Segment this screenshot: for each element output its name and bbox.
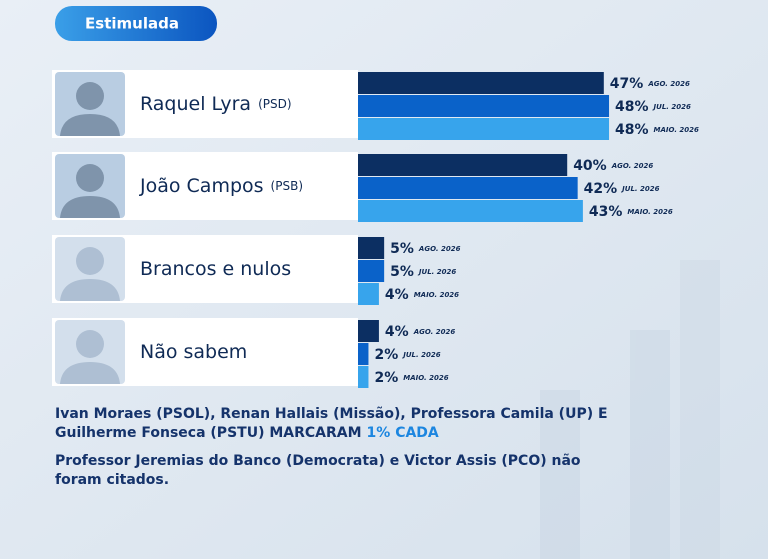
value-label: 47%: [610, 76, 644, 92]
value-label-group: 48% JUL. 2026: [615, 99, 691, 115]
bar: [358, 366, 369, 388]
photo-body: [60, 114, 120, 136]
note-line: Professor Jeremias do Banco (Democrata) …: [55, 453, 581, 469]
bar: [358, 320, 379, 342]
bar: [358, 118, 610, 140]
badge-label: Estimulada: [85, 15, 179, 33]
value-label-group: 2% JUL. 2026: [374, 347, 440, 363]
value-label: 5%: [390, 264, 414, 280]
value-label-group: 5% JUL. 2026: [390, 264, 456, 280]
note-line: Guilherme Fonseca (PSTU) MARCARAM 1% CADA: [55, 425, 439, 441]
candidate-name: Raquel Lyra (PSD): [140, 93, 292, 115]
value-label: 48%: [615, 99, 649, 115]
value-label-group: 40% AGO. 2026: [573, 158, 653, 174]
value-label-group: 43% MAIO. 2026: [589, 204, 673, 220]
candidate-label: Raquel Lyra: [140, 93, 251, 115]
series-label: JUL. 2026: [401, 351, 440, 359]
value-label-group: 2% MAIO. 2026: [374, 370, 448, 386]
value-label-group: 47% AGO. 2026: [610, 76, 690, 92]
note-line: Ivan Moraes (PSOL), Renan Hallais (Missã…: [55, 406, 608, 422]
bar: [358, 177, 578, 199]
party-label: (PSB): [271, 179, 303, 193]
value-label: 43%: [589, 204, 623, 220]
note-text: Ivan Moraes (PSOL), Renan Hallais (Missã…: [55, 406, 608, 422]
value-label: 40%: [573, 158, 607, 174]
value-label: 42%: [584, 181, 618, 197]
series-label: MAIO. 2026: [414, 291, 459, 299]
badge: [55, 6, 217, 41]
bar: [358, 283, 379, 305]
series-label: JUL. 2026: [417, 268, 456, 276]
series-label: MAIO. 2026: [654, 126, 699, 134]
value-label: 2%: [374, 347, 398, 363]
note-text: Guilherme Fonseca (PSTU) MARCARAM: [55, 425, 362, 441]
photo-head: [76, 330, 104, 358]
bar: [358, 237, 385, 259]
note-highlight: 1% CADA: [367, 425, 439, 441]
photo-head: [76, 164, 104, 192]
series-label: JUL. 2026: [620, 185, 659, 193]
photo-body: [60, 362, 120, 384]
photo-body: [60, 196, 120, 218]
value-label: 4%: [385, 324, 409, 340]
value-label-group: 42% JUL. 2026: [584, 181, 660, 197]
value-label: 48%: [615, 122, 649, 138]
candidate-label: João Campos: [139, 175, 264, 197]
photo-body: [60, 279, 120, 301]
bar: [358, 154, 568, 176]
series-label: AGO. 2026: [647, 80, 690, 88]
candidate-name: João Campos (PSB): [139, 175, 303, 197]
value-label-group: 4% MAIO. 2026: [385, 287, 459, 303]
note-line: foram citados.: [55, 472, 169, 488]
value-label: 4%: [385, 287, 409, 303]
bar: [358, 72, 604, 94]
value-label: 5%: [390, 241, 414, 257]
series-label: MAIO. 2026: [403, 374, 448, 382]
note-text: foram citados.: [55, 472, 169, 488]
candidate-name: Brancos e nulos: [140, 258, 291, 280]
bar: [358, 200, 583, 222]
decor: [540, 260, 720, 559]
value-label-group: 4% AGO. 2026: [385, 324, 455, 340]
photo-head: [76, 247, 104, 275]
value-label-group: 5% AGO. 2026: [390, 241, 460, 257]
party-label: (PSD): [258, 97, 291, 111]
candidate-label: Não sabem: [140, 341, 247, 363]
series-label: AGO. 2026: [418, 245, 461, 253]
value-label-group: 48% MAIO. 2026: [615, 122, 699, 138]
candidate-label: Brancos e nulos: [140, 258, 291, 280]
series-label: AGO. 2026: [611, 162, 654, 170]
bar: [358, 260, 385, 282]
bar: [358, 95, 610, 117]
series-label: JUL. 2026: [652, 103, 691, 111]
candidate-name: Não sabem: [140, 341, 247, 363]
photo-head: [76, 82, 104, 110]
note-text: Professor Jeremias do Banco (Democrata) …: [55, 453, 581, 469]
series-label: AGO. 2026: [413, 328, 456, 336]
value-label: 2%: [374, 370, 398, 386]
series-label: MAIO. 2026: [627, 208, 672, 216]
bar: [358, 343, 369, 365]
